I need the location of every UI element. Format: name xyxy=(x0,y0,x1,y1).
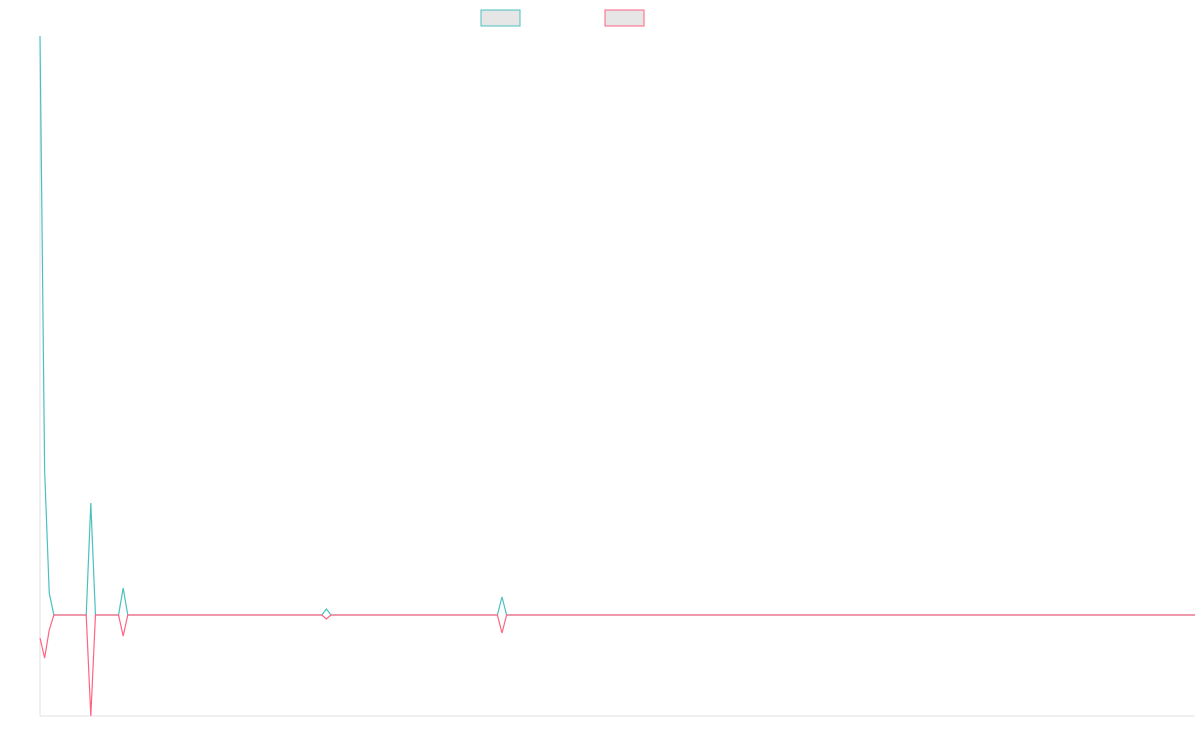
legend-swatch[interactable] xyxy=(604,9,645,27)
legend-swatch[interactable] xyxy=(480,9,521,27)
series-line xyxy=(39,35,1195,616)
series-line xyxy=(39,614,1195,717)
